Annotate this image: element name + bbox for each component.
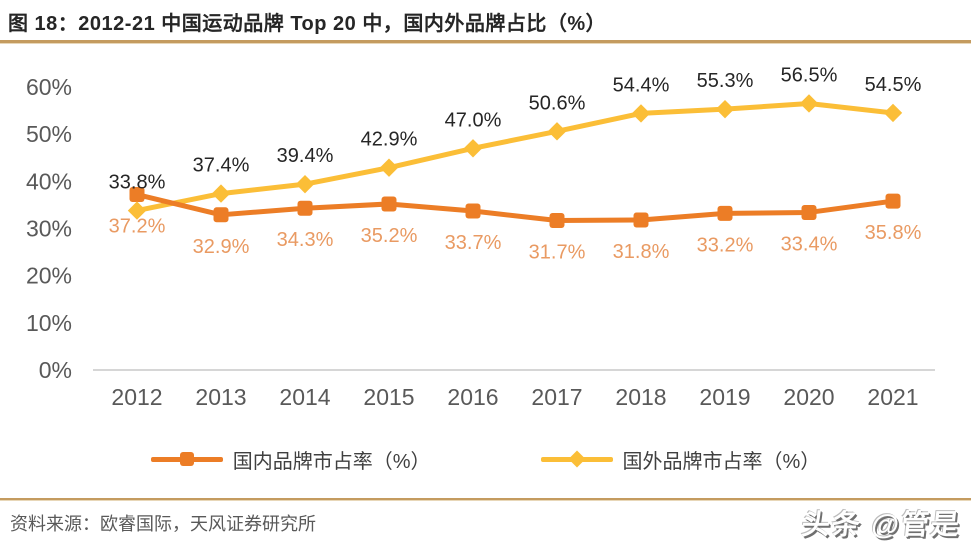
data-label: 35.2% xyxy=(361,225,418,247)
diamond-marker-icon xyxy=(568,450,585,468)
square-point-marker xyxy=(633,212,649,228)
legend-label-domestic: 国内品牌市占率（%） xyxy=(232,450,431,473)
data-label: 33.4% xyxy=(781,233,838,255)
data-label: 54.5% xyxy=(865,74,922,96)
data-label: 39.4% xyxy=(277,145,334,167)
diamond-point-marker xyxy=(799,94,819,113)
x-tick-label: 2020 xyxy=(783,384,834,410)
diamond-point-marker xyxy=(631,104,651,123)
diamond-point-marker xyxy=(211,184,231,203)
x-tick-label: 2016 xyxy=(447,384,498,410)
title-divider xyxy=(0,40,971,44)
data-label: 42.9% xyxy=(361,129,418,151)
square-point-marker xyxy=(213,207,229,223)
figure-header: 图 18：2012-21 中国运动品牌 Top 20 中，国内外品牌占比（%） xyxy=(0,0,971,40)
data-label: 34.3% xyxy=(277,229,334,251)
chart-canvas: 0% 10% 20% 30% 40% 50% 60% 2012 2013 2014 2015 2016… xyxy=(26,64,935,410)
square-point-marker xyxy=(885,193,901,209)
data-label: 31.8% xyxy=(613,241,670,263)
x-tick-label: 2018 xyxy=(615,384,666,410)
x-tick-label: 2017 xyxy=(531,384,582,410)
data-label: 50.6% xyxy=(529,92,586,114)
series-line xyxy=(134,192,896,223)
legend-item-domestic: 国内品牌市占率（%） xyxy=(150,445,431,474)
data-label: 56.5% xyxy=(781,64,838,86)
data-label: 31.7% xyxy=(529,241,586,263)
footer-divider xyxy=(0,498,971,501)
diamond-point-marker xyxy=(295,174,315,194)
diamond-point-marker xyxy=(883,103,903,123)
data-label: 47.0% xyxy=(445,109,502,131)
square-point-marker xyxy=(717,205,733,221)
square-point-marker xyxy=(297,200,313,216)
diamond-point-marker xyxy=(547,122,567,141)
diamond-point-marker xyxy=(379,158,399,177)
square-marker-icon xyxy=(179,452,194,466)
x-tick-label: 2012 xyxy=(111,384,162,410)
legend-label-foreign: 国外品牌市占率（%） xyxy=(622,450,821,473)
y-tick-label: 20% xyxy=(26,263,72,289)
y-tick-label: 40% xyxy=(26,168,72,194)
y-tick-label: 60% xyxy=(26,74,72,100)
diamond-point-marker xyxy=(127,201,147,220)
legend-line-domestic xyxy=(150,452,223,466)
square-point-marker xyxy=(801,204,817,220)
diamond-point-marker xyxy=(463,139,483,158)
x-tick-label: 2015 xyxy=(363,384,414,410)
source-note: 资料来源：欧睿国际，天风证券研究所 xyxy=(10,514,316,534)
x-tick-label: 2013 xyxy=(195,384,246,410)
square-point-marker xyxy=(381,196,397,212)
data-label: 32.9% xyxy=(193,236,250,258)
y-tick-label: 0% xyxy=(39,357,72,383)
y-tick-label: 10% xyxy=(26,310,72,336)
line-chart: 0% 10% 20% 30% 40% 50% 60% 2012 2013 2014 2015 2016… xyxy=(0,55,971,420)
square-point-marker xyxy=(129,187,145,203)
data-label: 33.7% xyxy=(445,232,502,254)
data-label: 33.2% xyxy=(697,234,754,256)
x-tick-label: 2019 xyxy=(699,384,750,410)
legend-line-foreign xyxy=(540,450,613,468)
figure-title: 图 18：2012-21 中国运动品牌 Top 20 中，国内外品牌占比（%） xyxy=(8,13,607,35)
x-tick-label: 2021 xyxy=(867,384,918,410)
data-label: 37.2% xyxy=(109,216,166,238)
y-tick-label: 30% xyxy=(26,215,72,241)
series-line xyxy=(134,100,896,214)
square-point-marker xyxy=(549,212,565,228)
y-tick-label: 50% xyxy=(26,121,72,147)
legend-item-foreign: 国外品牌市占率（%） xyxy=(540,445,821,474)
data-label: 33.8% xyxy=(109,172,166,194)
diamond-point-marker xyxy=(715,99,735,119)
data-label: 54.4% xyxy=(613,74,670,96)
chart-legend: 国内品牌市占率（%） 国外品牌市占率（%） xyxy=(0,443,971,475)
data-label: 55.3% xyxy=(697,70,754,92)
square-point-marker xyxy=(465,203,481,219)
watermark: 头条 @管是 xyxy=(800,509,963,540)
data-label: 37.4% xyxy=(193,155,250,177)
data-label: 35.8% xyxy=(865,222,922,244)
x-tick-label: 2014 xyxy=(279,384,330,410)
